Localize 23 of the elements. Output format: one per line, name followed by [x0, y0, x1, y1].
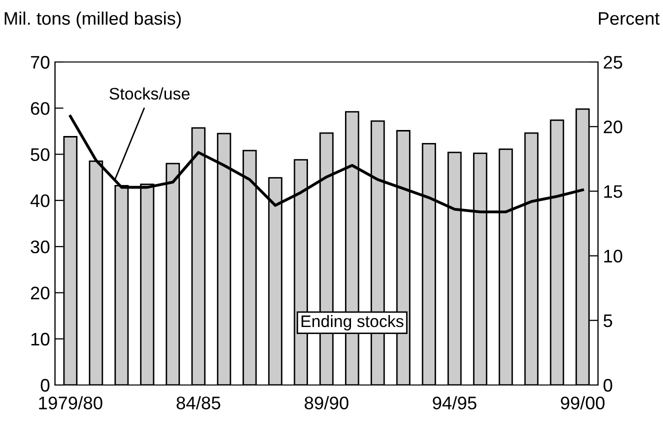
y-axis-title: Mil. tons (milled basis): [4, 12, 181, 28]
y2-tick-label: 0: [604, 378, 612, 392]
x-tick-label: 94/95: [432, 396, 476, 410]
y-tick-label: 30: [30, 240, 50, 254]
series-label: Ending stocks: [302, 314, 404, 330]
y-tick-label: 50: [30, 148, 50, 162]
y-tick-label: 20: [30, 286, 50, 300]
y-tick-label: 0: [40, 378, 50, 392]
y2-tick-label: 15: [604, 185, 622, 198]
y2-tick-label: 25: [604, 56, 622, 69]
y-tick-label: 10: [31, 332, 50, 346]
text: Stocks/use: [110, 87, 190, 100]
y-tick-label: 40: [30, 194, 50, 208]
y2-tick-label: 10: [604, 250, 622, 263]
y2-axis-title: Percent: [598, 12, 660, 25]
x-tick-label: 89/90: [304, 396, 348, 410]
y2-tick-label: 20: [604, 120, 622, 134]
x-tick-label: 84/85: [176, 396, 220, 410]
y2-tick-label: 5: [604, 314, 612, 328]
y-tick-label: 70: [30, 56, 50, 69]
x-tick-label: 99/00: [560, 396, 605, 410]
y-tick-label: 60: [30, 102, 50, 115]
x-tick-label: 1979/80: [39, 396, 102, 410]
